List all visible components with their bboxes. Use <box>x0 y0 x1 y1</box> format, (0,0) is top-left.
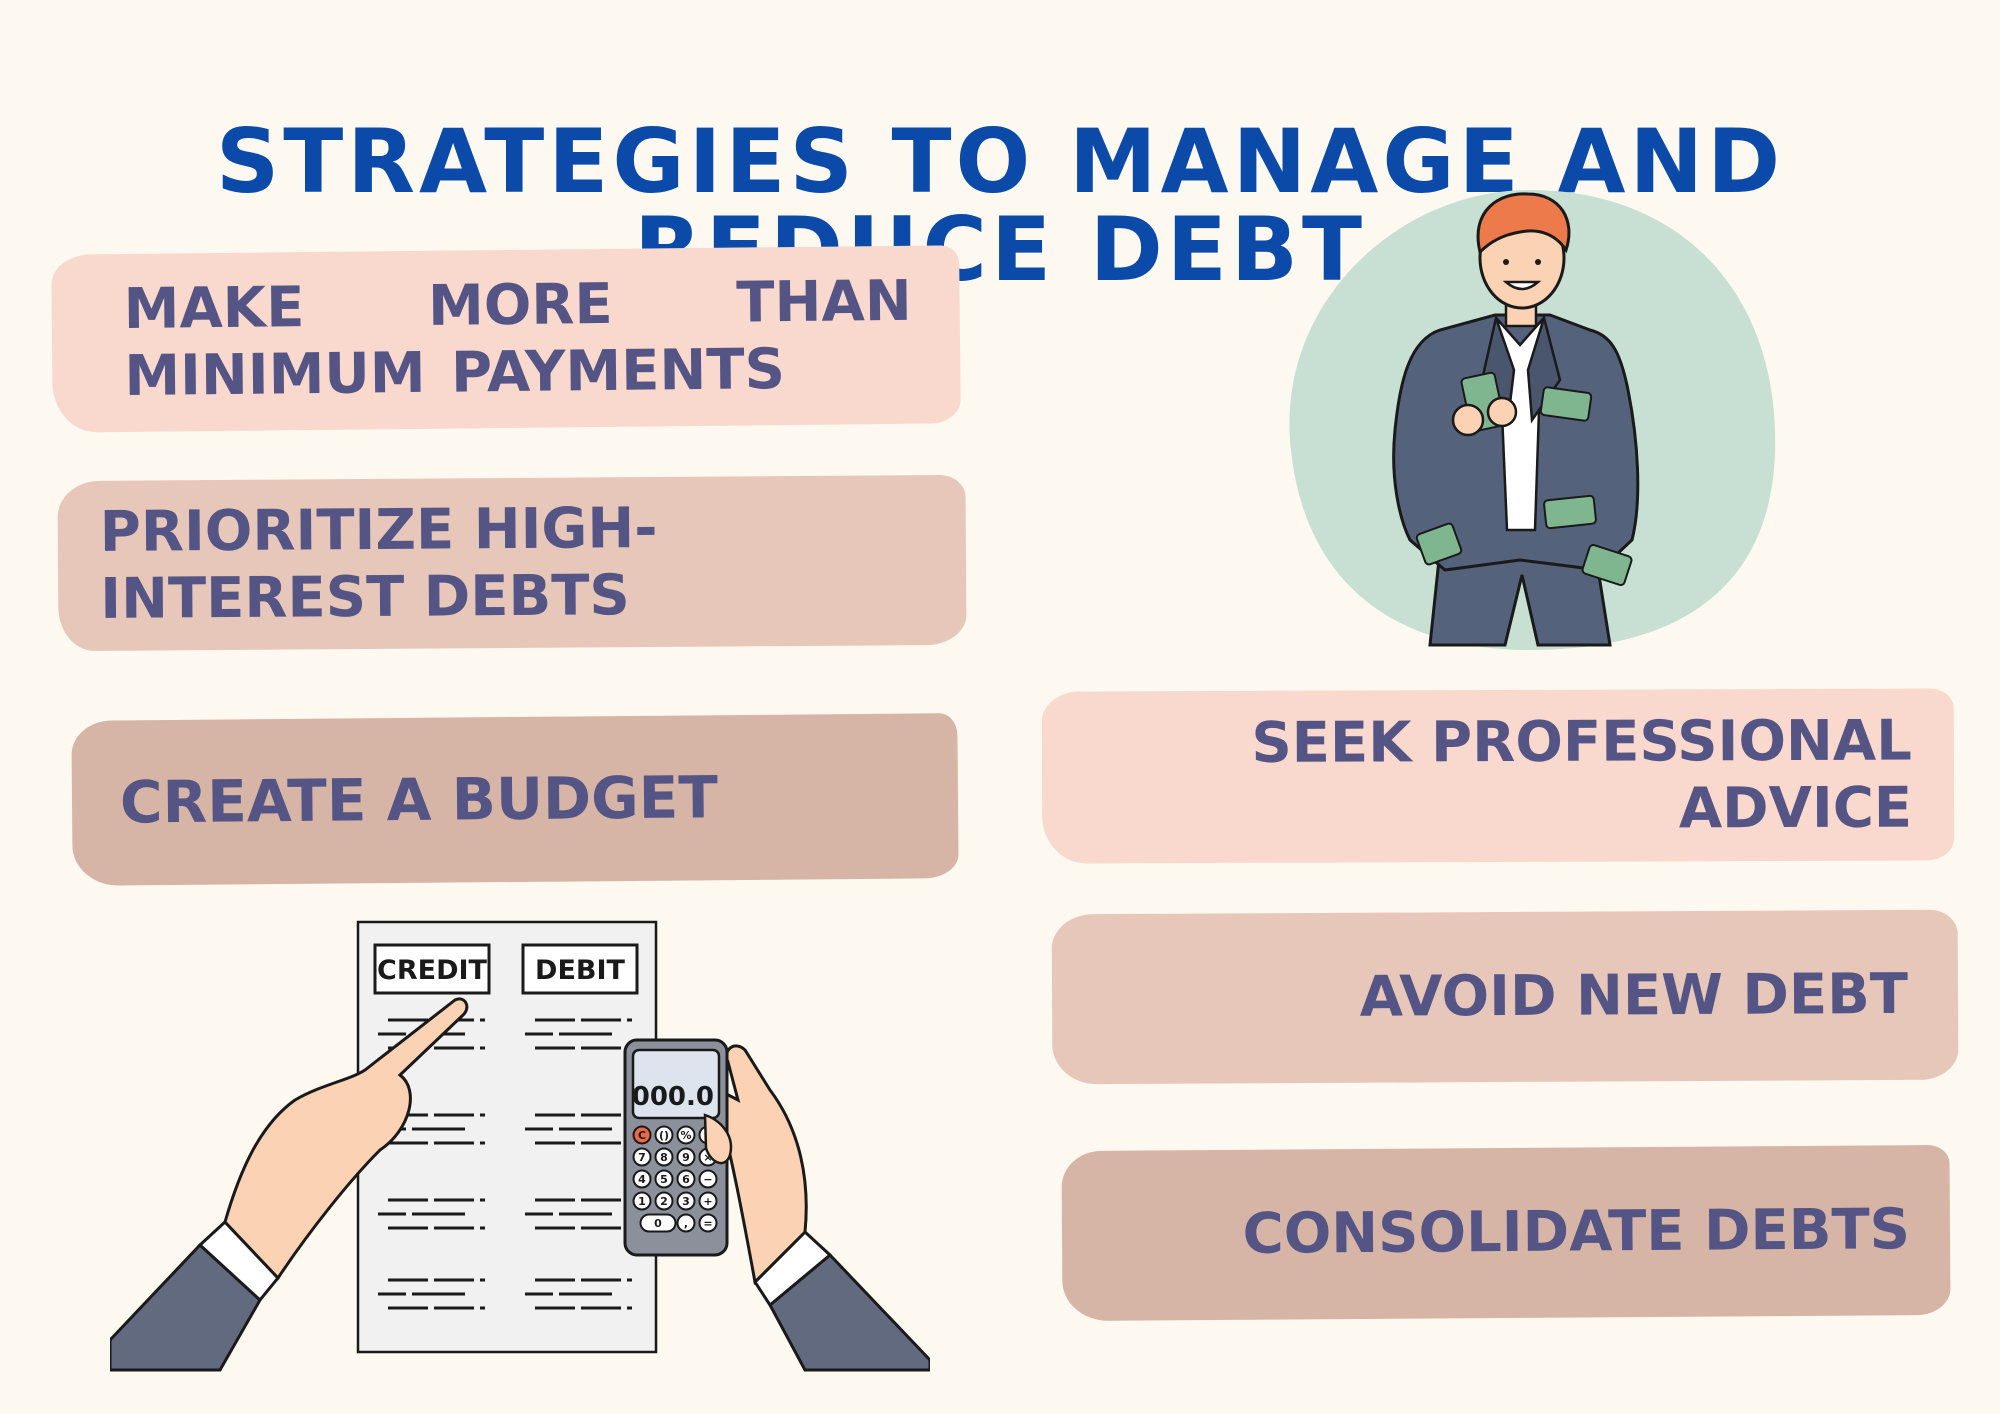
calculator-key-label: 4 <box>638 1173 646 1186</box>
left-hand-pointing <box>223 997 469 1281</box>
strategy-card-consolidate: CONSOLIDATE DEBTS <box>1061 1144 1951 1322</box>
calculator-key <box>676 1213 696 1233</box>
strategy-label: MAKE MORE THAN MINIMUM PAYMENTS <box>123 268 912 409</box>
calculator-key-label: 1 <box>638 1195 646 1208</box>
calculator-key <box>676 1125 696 1145</box>
left-sleeve <box>110 1242 262 1372</box>
calculator-key <box>632 1125 652 1145</box>
calculator-key-label: + <box>703 1195 712 1208</box>
credit-label: CREDIT <box>377 955 488 986</box>
calculator-key <box>676 1147 696 1167</box>
businessman-illustration <box>1289 190 1776 650</box>
money-3 <box>1543 494 1597 530</box>
calculator-key-label: () <box>659 1129 669 1142</box>
strategy-label: SEEK PROFESSIONAL ADVICE <box>1251 708 1913 842</box>
credit-box <box>373 943 491 995</box>
money-2 <box>1539 386 1593 422</box>
calculator-key <box>632 1191 652 1211</box>
calculator-key-label: = <box>703 1217 712 1230</box>
calculator-key-label: C <box>638 1129 646 1142</box>
hand-left <box>1451 403 1485 437</box>
calculator-key <box>654 1125 674 1145</box>
calculator-key-label: − <box>703 1173 712 1186</box>
strategy-label: CONSOLIDATE DEBTS <box>1242 1197 1911 1268</box>
debit-box <box>521 943 639 995</box>
right-sleeve <box>768 1252 930 1372</box>
calculator-keypad: C()%÷789×456−123+0,= <box>632 1125 718 1233</box>
calculator-screen <box>631 1048 721 1120</box>
strategy-card-professional-advice: SEEK PROFESSIONAL ADVICE <box>1041 688 1955 864</box>
calculator-key <box>654 1169 674 1189</box>
calculator-key-label: % <box>680 1129 691 1142</box>
calculator-key-label: 8 <box>660 1151 668 1164</box>
strategy-card-avoid-new-debt: AVOID NEW DEBT <box>1051 909 1959 1085</box>
calculator-key <box>632 1169 652 1189</box>
calculator-display: 000.0 <box>632 1082 714 1112</box>
strategy-label: CREATE A BUDGET <box>119 762 719 837</box>
strategy-label: PRIORITIZE HIGH-INTEREST DEBTS <box>99 495 658 632</box>
hair <box>1476 192 1571 255</box>
strategy-card-minimum-payments: MAKE MORE THAN MINIMUM PAYMENTS <box>51 245 961 433</box>
lapel-right <box>1526 313 1562 424</box>
calculator-key <box>676 1169 696 1189</box>
money-5 <box>1581 543 1633 587</box>
calculator-key <box>698 1213 718 1233</box>
calculator-key-label: × <box>703 1151 712 1164</box>
calculator-key-label: 6 <box>682 1173 690 1186</box>
calculator-key-label: 7 <box>638 1151 646 1164</box>
ledger-calculator-illustration: CREDIT DEBIT 000.0 C()%÷789×456−123+0,= <box>110 920 930 1372</box>
money-4 <box>1415 522 1463 566</box>
calculator-key <box>654 1147 674 1167</box>
calculator-key <box>654 1191 674 1211</box>
page-title: STRATEGIES TO MANAGE AND REDUCE DEBT <box>215 110 1785 301</box>
calculator-key <box>639 1213 677 1233</box>
calculator-key-label: 9 <box>682 1151 690 1164</box>
strategy-card-high-interest: PRIORITIZE HIGH-INTEREST DEBTS <box>57 474 967 652</box>
calculator-key <box>632 1147 652 1167</box>
hand-right <box>1486 396 1518 428</box>
calculator-key <box>676 1191 696 1211</box>
right-thumb <box>703 1113 733 1165</box>
calculator-key <box>698 1169 718 1189</box>
calculator-key-label: 2 <box>660 1195 668 1208</box>
debit-label: DEBIT <box>535 955 625 986</box>
eye-left <box>1503 259 1509 265</box>
calculator-key-label: 5 <box>660 1173 668 1186</box>
calculator-key-label: 0 <box>654 1217 662 1230</box>
eye-right <box>1535 259 1541 265</box>
strategy-card-budget: CREATE A BUDGET <box>71 713 959 886</box>
smile <box>1502 280 1542 291</box>
calculator-key-label: 3 <box>682 1195 690 1208</box>
strategy-label: AVOID NEW DEBT <box>1359 962 1909 1031</box>
calculator-key-label: , <box>684 1217 688 1230</box>
calculator-key <box>698 1191 718 1211</box>
